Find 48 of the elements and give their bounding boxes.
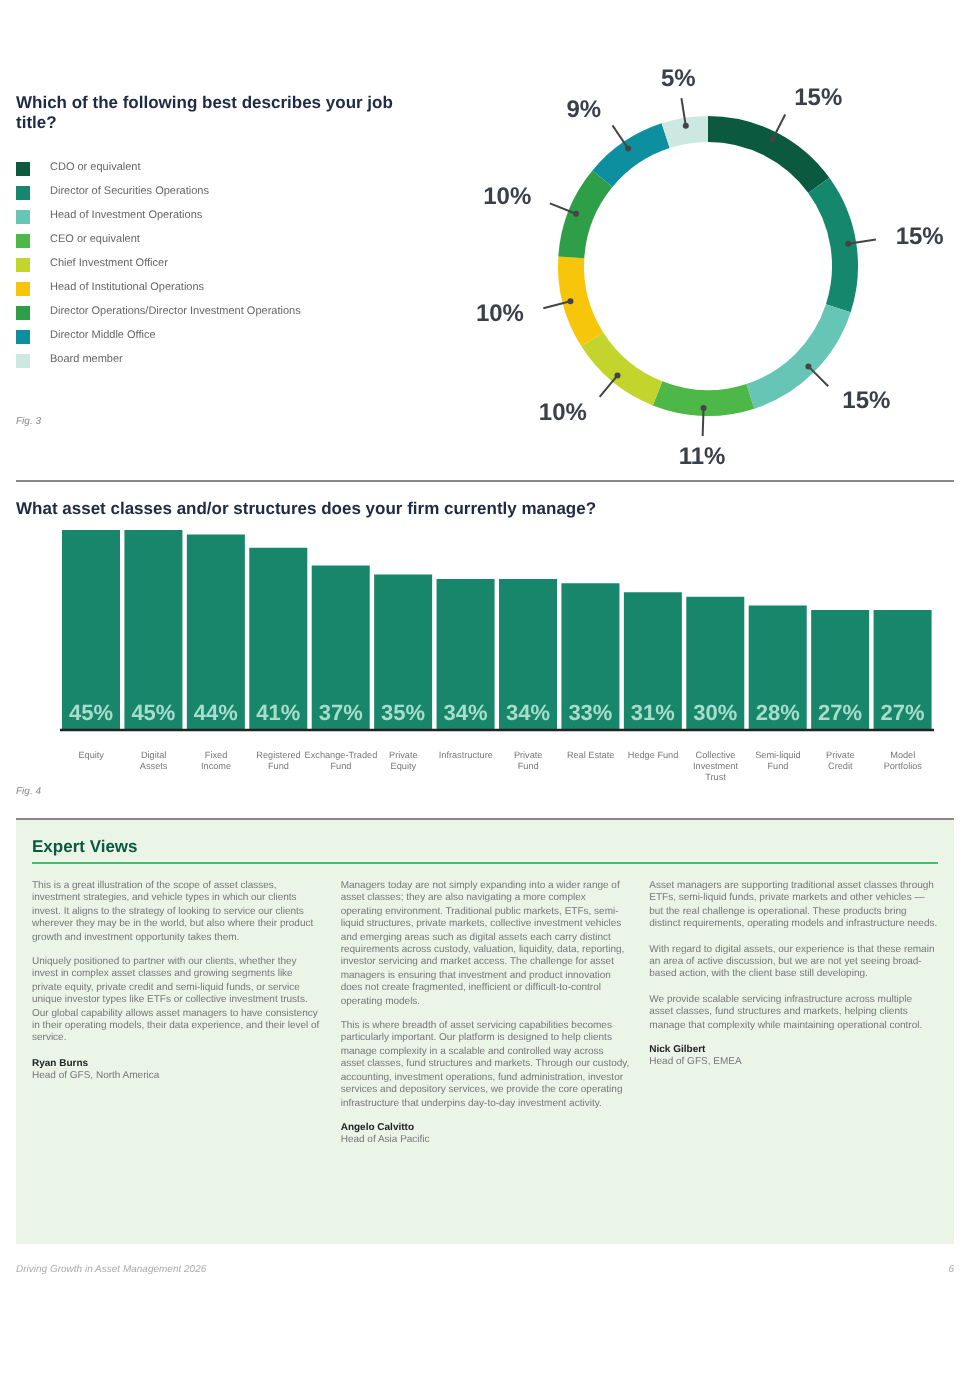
data-label: 15% xyxy=(895,222,945,251)
data-label: 9% xyxy=(566,94,602,123)
donut-slice xyxy=(558,170,613,259)
bar xyxy=(62,530,120,730)
data-label: 10% xyxy=(538,398,588,427)
bar xyxy=(686,596,745,730)
bar xyxy=(873,610,932,730)
text: Expert Views xyxy=(32,836,938,864)
chart-title: What asset classes and/or structures does your firm currently manage? xyxy=(16,498,599,518)
bar xyxy=(623,592,682,730)
bar xyxy=(124,530,183,730)
bar xyxy=(561,583,620,730)
bar xyxy=(811,610,870,730)
data-label: 5% xyxy=(660,64,697,93)
data-label: 34% xyxy=(443,702,489,726)
bar xyxy=(499,578,557,730)
data-label: 41% xyxy=(256,702,301,726)
data-label: 44% xyxy=(193,702,239,726)
donut-slice xyxy=(652,381,755,416)
data-label: 33% xyxy=(568,702,613,726)
data-label: 45% xyxy=(68,702,114,726)
donut-slice xyxy=(661,116,708,149)
bar xyxy=(436,578,495,730)
bar xyxy=(311,565,370,730)
data-label: 28% xyxy=(755,702,801,726)
data-label: 10% xyxy=(475,299,525,328)
data-label: 31% xyxy=(630,702,676,726)
donut-slice xyxy=(708,116,830,194)
data-label: 30% xyxy=(693,702,738,726)
data-label: 45% xyxy=(131,702,176,726)
data-label: 34% xyxy=(505,702,551,726)
data-label: 10% xyxy=(483,182,532,211)
donut-slice xyxy=(808,177,858,313)
donut-slice xyxy=(592,123,670,187)
data-label: 35% xyxy=(381,702,426,726)
bar xyxy=(186,534,245,730)
data-label: 15% xyxy=(794,82,843,111)
donut-slice xyxy=(558,256,604,347)
donut-slice xyxy=(581,332,663,406)
data-label: 27% xyxy=(818,702,863,726)
bar xyxy=(249,547,308,730)
data-label: 15% xyxy=(842,386,892,415)
bar xyxy=(748,605,807,730)
data-label: 11% xyxy=(678,441,727,470)
data-label: 37% xyxy=(318,702,364,726)
data-label: 27% xyxy=(880,702,926,726)
text: Which of the following best describes your job title? xyxy=(16,92,395,132)
bar xyxy=(374,574,433,730)
